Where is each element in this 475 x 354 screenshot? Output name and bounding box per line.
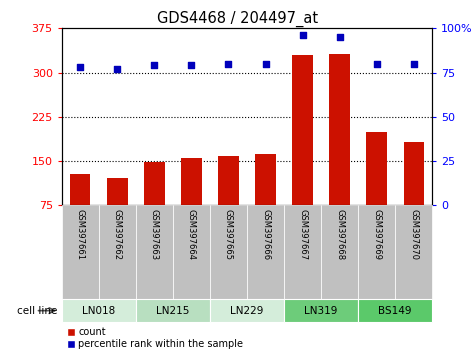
Point xyxy=(151,63,158,68)
Bar xyxy=(358,299,432,322)
Text: GSM397666: GSM397666 xyxy=(261,209,270,260)
Text: GSM397664: GSM397664 xyxy=(187,209,196,260)
Text: GSM397661: GSM397661 xyxy=(76,209,85,260)
Bar xyxy=(144,162,164,205)
Bar xyxy=(321,205,358,299)
Text: GSM397665: GSM397665 xyxy=(224,209,233,260)
Bar xyxy=(70,174,90,205)
Bar xyxy=(404,142,424,205)
Text: cell line: cell line xyxy=(17,306,57,316)
Bar xyxy=(284,299,358,322)
Point xyxy=(188,63,195,68)
Bar xyxy=(210,205,247,299)
Bar xyxy=(210,299,284,322)
Legend: count, percentile rank within the sample: count, percentile rank within the sample xyxy=(66,327,243,349)
Point xyxy=(114,66,121,72)
Bar xyxy=(256,154,276,205)
Point xyxy=(76,64,84,70)
Text: GDS4468 / 204497_at: GDS4468 / 204497_at xyxy=(157,11,318,27)
Bar xyxy=(136,205,173,299)
Bar xyxy=(62,299,136,322)
Point xyxy=(225,61,232,67)
Bar xyxy=(367,132,387,205)
Point xyxy=(410,61,418,67)
Text: LN319: LN319 xyxy=(304,306,338,316)
Text: GSM397662: GSM397662 xyxy=(113,209,122,260)
Text: GSM397663: GSM397663 xyxy=(150,209,159,260)
Text: LN018: LN018 xyxy=(82,306,115,316)
Text: LN215: LN215 xyxy=(156,306,190,316)
Bar xyxy=(395,205,432,299)
Bar xyxy=(358,205,395,299)
Point xyxy=(373,61,380,67)
Bar xyxy=(247,205,284,299)
Text: LN229: LN229 xyxy=(230,306,264,316)
Text: GSM397668: GSM397668 xyxy=(335,209,344,260)
Bar xyxy=(218,156,238,205)
Point xyxy=(336,34,343,40)
Bar xyxy=(173,205,210,299)
Bar xyxy=(136,299,210,322)
Text: GSM397670: GSM397670 xyxy=(409,209,418,260)
Bar xyxy=(181,158,201,205)
Point xyxy=(299,33,306,38)
Bar xyxy=(107,178,127,205)
Bar xyxy=(62,205,99,299)
Text: BS149: BS149 xyxy=(379,306,412,316)
Bar xyxy=(284,205,321,299)
Text: GSM397669: GSM397669 xyxy=(372,209,381,260)
Bar xyxy=(99,205,136,299)
Point xyxy=(262,61,269,67)
Bar xyxy=(330,54,350,205)
Bar xyxy=(293,55,313,205)
Text: GSM397667: GSM397667 xyxy=(298,209,307,260)
